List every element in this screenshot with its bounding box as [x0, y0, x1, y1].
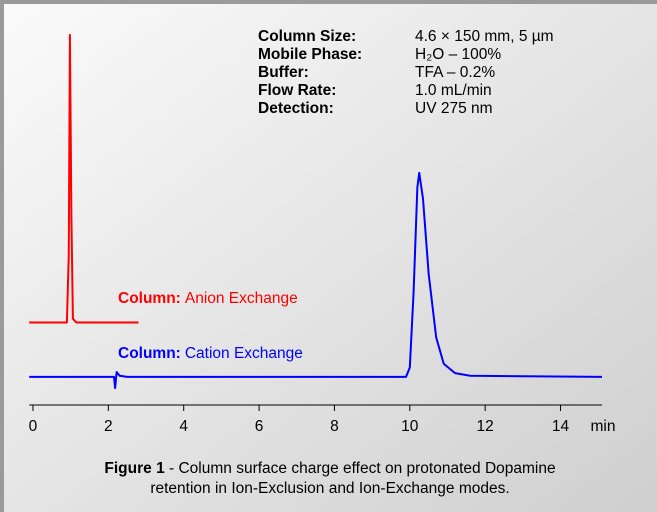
legend-label: Column:: [118, 290, 181, 307]
x-axis-label: min: [591, 418, 616, 435]
condition-label: Buffer:: [258, 64, 309, 81]
caption-label: Figure 1: [104, 460, 165, 477]
condition-value: UV 275 nm: [415, 100, 493, 117]
condition-value: 4.6 × 150 mm, 5 µm: [415, 28, 554, 45]
condition-label: Flow Rate:: [258, 82, 336, 99]
x-tick-label: 0: [29, 418, 38, 435]
condition-label: Detection:: [258, 100, 334, 117]
caption-text: - Column surface charge effect on proton…: [150, 460, 556, 497]
x-tick-label: 4: [179, 418, 188, 435]
left-border: [0, 0, 4, 512]
condition-value: H₂O – 100%: [415, 46, 501, 63]
legend-label: Column:: [118, 345, 181, 362]
x-tick-label: 6: [255, 418, 264, 435]
x-tick-label: 8: [330, 418, 339, 435]
legend-entry: Column: Cation Exchange: [118, 345, 303, 362]
top-border: [0, 0, 657, 4]
plot: Column Size: 4.6 × 150 mm, 5 µm Mobile Pha…: [29, 28, 616, 435]
trace: [29, 33, 139, 324]
condition-value: TFA – 0.2%: [415, 64, 495, 81]
condition-value: 1.0 mL/min: [415, 82, 492, 99]
x-tick-label: 12: [477, 418, 494, 435]
x-tick-label: 14: [552, 418, 570, 435]
caption: Figure 1 - Column surface charge effect …: [95, 459, 565, 499]
x-tick-label: 10: [401, 418, 419, 435]
condition-label: Mobile Phase:: [258, 46, 362, 63]
trace: [29, 171, 603, 390]
condition-label: Column Size:: [258, 28, 356, 45]
legend-entry: Column: Anion Exchange: [118, 290, 298, 307]
legend-name: Cation Exchange: [185, 345, 303, 362]
x-tick-label: 2: [104, 418, 113, 435]
legend-name: Anion Exchange: [185, 290, 298, 307]
